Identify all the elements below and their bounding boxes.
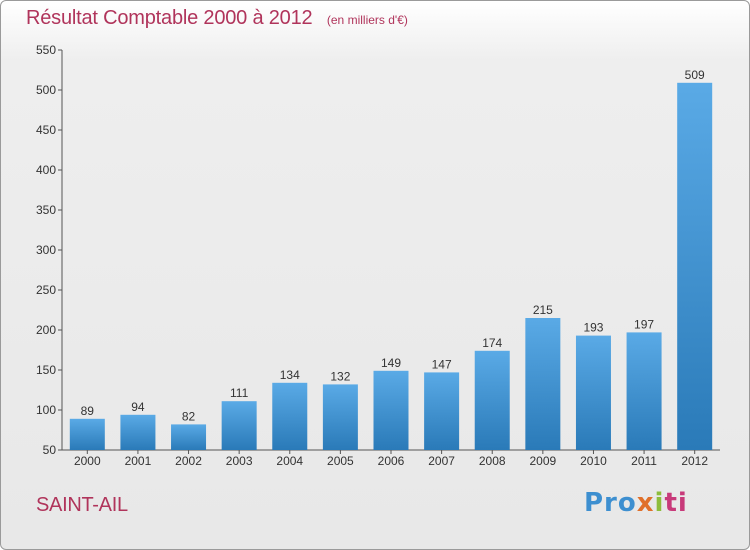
y-tick-label: 450 (36, 123, 56, 137)
bar (525, 318, 561, 450)
x-tick-label: 2007 (428, 454, 455, 468)
logo-part: ti (664, 488, 688, 518)
y-tick-label: 400 (36, 163, 56, 177)
axes: 50 100 150 200 250 300 350 400 450 500 550 (36, 43, 720, 457)
x-tick-label: 2001 (125, 454, 152, 468)
chart-subtitle: (en milliers d'€) (326, 13, 408, 27)
data-label: 147 (432, 357, 452, 371)
data-label: 174 (482, 336, 502, 350)
bar (322, 384, 358, 450)
y-tick-label: 300 (36, 243, 56, 257)
y-tick-label: 200 (36, 323, 56, 337)
data-label: 193 (583, 321, 603, 335)
x-tick-label: 2012 (681, 454, 708, 468)
bar (171, 424, 207, 450)
data-label: 89 (81, 404, 95, 418)
bar (575, 335, 611, 450)
y-tick-label: 50 (43, 443, 57, 457)
bar (221, 401, 257, 450)
bar (677, 82, 713, 451)
y-tick-label: 250 (36, 283, 56, 297)
chart-title: Résultat Comptable 2000 à 2012 (26, 7, 313, 29)
data-label: 197 (634, 317, 654, 331)
bar (272, 382, 308, 450)
x-tick-label: 2000 (74, 454, 101, 468)
x-tick-label: 2004 (276, 454, 303, 468)
data-label: 82 (182, 409, 196, 423)
x-tick-label: 2008 (479, 454, 506, 468)
bar (626, 332, 662, 450)
y-tick-label: 500 (36, 83, 56, 97)
bar (69, 418, 105, 450)
data-label: 149 (381, 356, 401, 370)
x-tick-label: 2005 (327, 454, 354, 468)
y-tick-label: 350 (36, 203, 56, 217)
x-tick-label: 2002 (175, 454, 202, 468)
data-label: 215 (533, 303, 553, 317)
logo-part: Pro (584, 488, 637, 518)
data-label: 111 (230, 386, 249, 400)
bar (120, 414, 156, 450)
chart-title-block: Résultat Comptable 2000 à 2012 (en milli… (26, 7, 408, 30)
y-tick-label: 550 (36, 43, 56, 57)
y-tick-label: 150 (36, 363, 56, 377)
bar (474, 350, 510, 450)
data-label: 132 (330, 369, 350, 383)
labels: 2000 89 2001 94 2002 82 2003 111 2004 134 2005 132 2… (74, 68, 708, 468)
x-tick-label: 2006 (378, 454, 405, 468)
bar (373, 370, 409, 450)
y-tick-label: 100 (36, 403, 56, 417)
logo-part: x (636, 488, 655, 518)
data-label: 134 (280, 368, 300, 382)
x-tick-label: 2003 (226, 454, 253, 468)
bar (424, 372, 460, 450)
data-label: 94 (131, 400, 145, 414)
town-name: SAINT-AIL (36, 494, 128, 516)
x-tick-label: 2009 (529, 454, 556, 468)
data-label: 509 (685, 68, 705, 82)
logo-part: i (654, 488, 665, 518)
proxiti-logo: Proxiti (584, 488, 688, 518)
bars (69, 82, 713, 451)
x-tick-label: 2011 (631, 454, 657, 468)
x-tick-label: 2010 (580, 454, 607, 468)
